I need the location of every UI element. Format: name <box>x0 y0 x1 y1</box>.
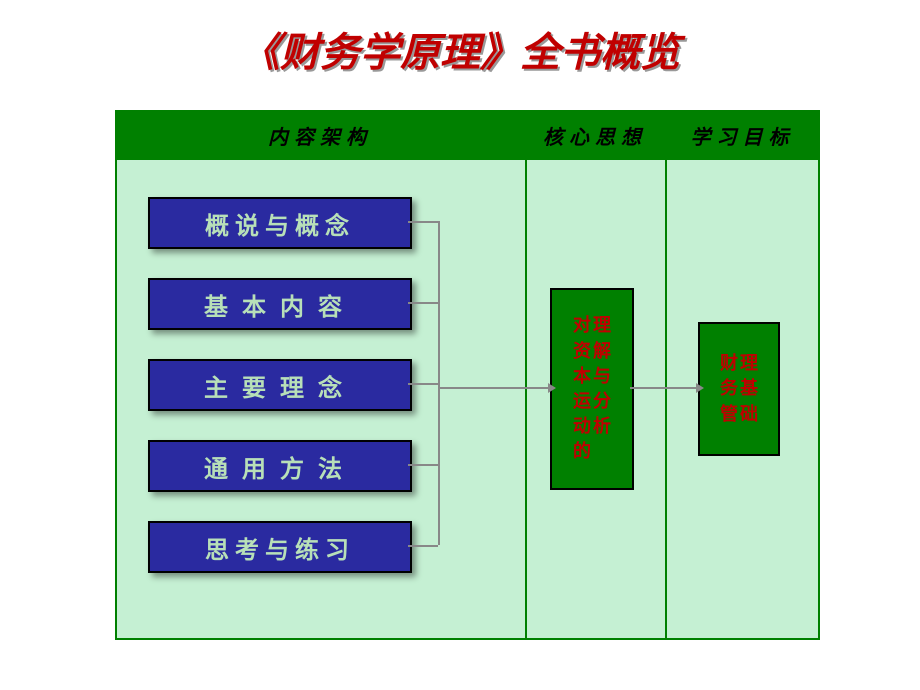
connector <box>408 545 438 547</box>
page-title: 《财务学原理》全书概览 <box>0 20 920 78</box>
header-cell-2: 学习目标 <box>665 110 820 160</box>
arrow-icon <box>548 383 556 393</box>
content-box-4: 思考与练习 <box>148 521 412 573</box>
goal: 财务管理基础 <box>698 322 780 456</box>
connector <box>438 387 548 389</box>
divider-1 <box>665 110 667 640</box>
content-box-0: 概说与概念 <box>148 197 412 249</box>
content-box-1: 基本内容 <box>148 278 412 330</box>
connector <box>408 302 438 304</box>
content-box-3: 通用方法 <box>148 440 412 492</box>
core-idea: 对资本运动的理解与分析 <box>550 288 634 490</box>
content-box-2: 主要理念 <box>148 359 412 411</box>
header-cell-0: 内容架构 <box>115 110 525 160</box>
connector <box>408 464 438 466</box>
connector <box>408 383 438 385</box>
connector <box>630 387 696 389</box>
arrow-icon <box>696 383 704 393</box>
connector <box>408 221 438 223</box>
header-cell-1: 核心思想 <box>525 110 665 160</box>
title-text: 《财务学原理》全书概览 <box>240 30 680 75</box>
connector <box>438 221 440 545</box>
divider-0 <box>525 110 527 640</box>
